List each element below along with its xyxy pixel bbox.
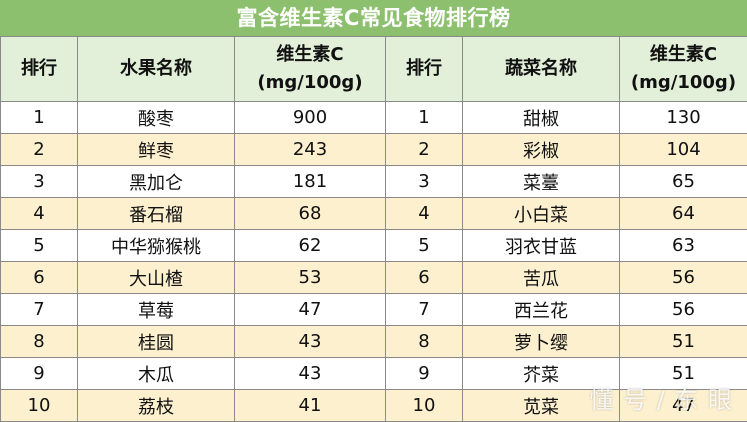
- vegetable-vitamin-c: 65: [620, 166, 747, 198]
- fruit-rank: 1: [1, 102, 78, 134]
- vegetable-rank: 4: [386, 198, 463, 230]
- table-row: 7 草莓 47 7 西兰花 56: [1, 294, 747, 326]
- vegetable-rank: 7: [386, 294, 463, 326]
- fruit-rank: 2: [1, 134, 78, 166]
- table-row: 3 黑加仑 181 3 菜薹 65: [1, 166, 747, 198]
- vegetable-name: 彩椒: [463, 134, 620, 166]
- vegetable-rank: 2: [386, 134, 463, 166]
- fruit-name: 黑加仑: [78, 166, 235, 198]
- vegetable-name: 甜椒: [463, 102, 620, 134]
- table-title: 富含维生素C常见食物排行榜: [0, 0, 747, 36]
- table-row: 9 木瓜 43 9 芥菜 51: [1, 358, 747, 390]
- fruit-vitamin-c: 62: [235, 230, 386, 262]
- vegetable-name: 小白菜: [463, 198, 620, 230]
- fruit-rank: 6: [1, 262, 78, 294]
- vegetable-name: 苋菜: [463, 390, 620, 422]
- fruit-rank: 4: [1, 198, 78, 230]
- fruit-vitamin-c: 43: [235, 358, 386, 390]
- vitamin-c-unit: (mg/100g): [620, 69, 747, 97]
- vegetable-name: 西兰花: [463, 294, 620, 326]
- table-row: 1 酸枣 900 1 甜椒 130: [1, 102, 747, 134]
- vegetable-vitamin-c-header: 维生素C (mg/100g): [620, 37, 747, 102]
- fruit-name: 荔枝: [78, 390, 235, 422]
- vegetable-rank: 5: [386, 230, 463, 262]
- fruit-name-header: 水果名称: [78, 37, 235, 102]
- vitamin-c-label: 维生素C: [235, 41, 385, 69]
- vegetable-name: 苦瓜: [463, 262, 620, 294]
- fruit-name: 木瓜: [78, 358, 235, 390]
- vegetable-vitamin-c: 51: [620, 358, 747, 390]
- fruit-vitamin-c: 53: [235, 262, 386, 294]
- vegetable-vitamin-c: 130: [620, 102, 747, 134]
- fruit-name: 中华猕猴桃: [78, 230, 235, 262]
- fruit-vitamin-c: 243: [235, 134, 386, 166]
- vegetable-vitamin-c: 104: [620, 134, 747, 166]
- vegetable-vitamin-c: 56: [620, 262, 747, 294]
- fruit-vitamin-c: 47: [235, 294, 386, 326]
- vegetable-name: 芥菜: [463, 358, 620, 390]
- vegetable-vitamin-c: 51: [620, 326, 747, 358]
- fruit-vitamin-c: 181: [235, 166, 386, 198]
- fruit-vitamin-c: 68: [235, 198, 386, 230]
- header-row: 排行 水果名称 维生素C (mg/100g) 排行 蔬菜名称 维生素C (mg/…: [1, 37, 747, 102]
- fruit-name: 番石榴: [78, 198, 235, 230]
- fruit-rank-header: 排行: [1, 37, 78, 102]
- fruit-vitamin-c: 900: [235, 102, 386, 134]
- vegetable-rank: 9: [386, 358, 463, 390]
- fruit-vitamin-c: 41: [235, 390, 386, 422]
- table-row: 5 中华猕猴桃 62 5 羽衣甘蓝 63: [1, 230, 747, 262]
- table-row: 2 鲜枣 243 2 彩椒 104: [1, 134, 747, 166]
- vegetable-vitamin-c: 56: [620, 294, 747, 326]
- table-row: 4 番石榴 68 4 小白菜 64: [1, 198, 747, 230]
- vegetable-name-header: 蔬菜名称: [463, 37, 620, 102]
- fruit-name: 酸枣: [78, 102, 235, 134]
- fruit-vitamin-c-header: 维生素C (mg/100g): [235, 37, 386, 102]
- fruit-rank: 9: [1, 358, 78, 390]
- vegetable-rank-header: 排行: [386, 37, 463, 102]
- vegetable-rank: 8: [386, 326, 463, 358]
- fruit-rank: 10: [1, 390, 78, 422]
- table-row: 8 桂圆 43 8 萝卜缨 51: [1, 326, 747, 358]
- vegetable-name: 萝卜缨: [463, 326, 620, 358]
- fruit-rank: 5: [1, 230, 78, 262]
- vegetable-vitamin-c: 64: [620, 198, 747, 230]
- vegetable-rank: 6: [386, 262, 463, 294]
- vegetable-vitamin-c: 47: [620, 390, 747, 422]
- vitamin-c-unit: (mg/100g): [235, 69, 385, 97]
- fruit-name: 大山楂: [78, 262, 235, 294]
- fruit-rank: 8: [1, 326, 78, 358]
- fruit-rank: 3: [1, 166, 78, 198]
- table-row: 6 大山楂 53 6 苦瓜 56: [1, 262, 747, 294]
- vegetable-rank: 10: [386, 390, 463, 422]
- vitamin-c-ranking-table: 排行 水果名称 维生素C (mg/100g) 排行 蔬菜名称 维生素C (mg/…: [0, 36, 747, 422]
- fruit-name: 桂圆: [78, 326, 235, 358]
- fruit-name: 鲜枣: [78, 134, 235, 166]
- fruit-vitamin-c: 43: [235, 326, 386, 358]
- vitamin-c-label: 维生素C: [620, 41, 747, 69]
- vegetable-name: 菜薹: [463, 166, 620, 198]
- vegetable-rank: 3: [386, 166, 463, 198]
- table-row: 10 荔枝 41 10 苋菜 47: [1, 390, 747, 422]
- fruit-name: 草莓: [78, 294, 235, 326]
- vegetable-name: 羽衣甘蓝: [463, 230, 620, 262]
- fruit-rank: 7: [1, 294, 78, 326]
- vegetable-rank: 1: [386, 102, 463, 134]
- vegetable-vitamin-c: 63: [620, 230, 747, 262]
